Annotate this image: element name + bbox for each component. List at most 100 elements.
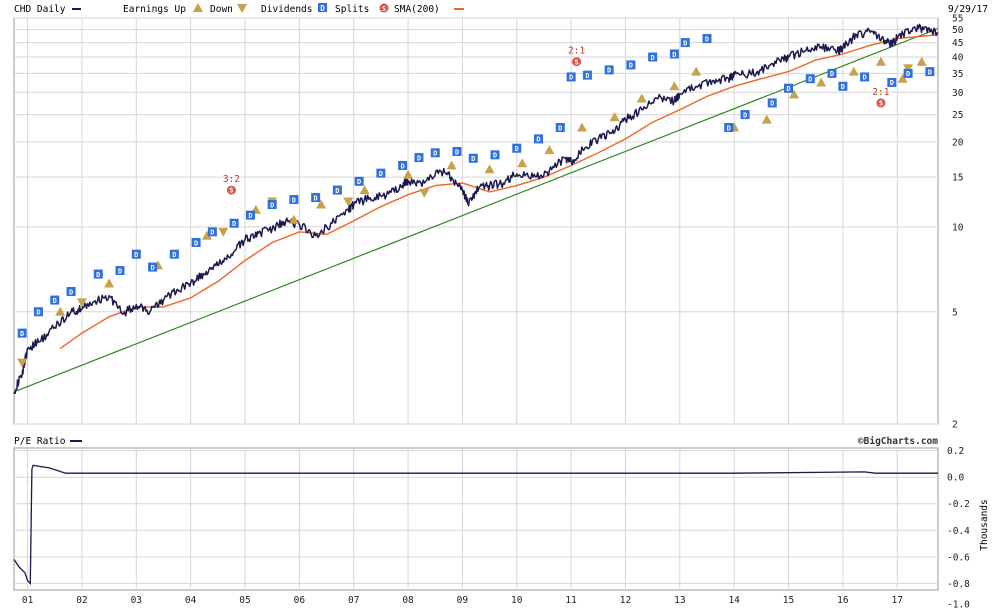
dividend-marker-glyph: D — [36, 309, 40, 317]
dividend-marker — [267, 200, 277, 210]
dividend-marker-glyph: D — [433, 150, 437, 158]
x-tick-label: 17 — [892, 595, 903, 606]
earnings-up-marker — [484, 164, 495, 174]
dividend-marker — [430, 148, 440, 158]
earnings-up-label: Earnings Up — [123, 4, 186, 15]
price-y-tick-label: 5 — [952, 307, 958, 318]
earnings-down-icon — [237, 4, 247, 13]
earnings-up-marker — [761, 114, 772, 124]
x-axis: 01 02 03 04 05 06 07 08 09 10 11 12 13 14 15 16 17 — [22, 595, 903, 606]
dividend-marker — [245, 210, 255, 220]
earnings-up-marker — [316, 199, 327, 209]
dividend-marker — [702, 34, 712, 44]
earnings-up-icon — [193, 3, 203, 12]
earnings-up-marker — [104, 278, 115, 288]
earnings-up-marker — [55, 306, 66, 316]
pe-ratio-line — [13, 464, 938, 585]
pe-axis-unit: Thousands — [979, 499, 990, 550]
pe-y-tick-label: 0.0 — [947, 473, 964, 484]
dividend-marker-glyph: D — [808, 76, 812, 84]
sma-200-line — [59, 34, 939, 350]
dividend-marker — [604, 65, 614, 75]
dividend-marker-glyph: D — [379, 170, 383, 178]
split-ratio-label: 2:1 — [872, 87, 889, 98]
sma-label: SMA(200) — [394, 4, 440, 15]
dividend-marker-glyph: D — [928, 68, 932, 76]
dividend-marker — [534, 134, 544, 144]
dividend-marker-glyph: D — [705, 35, 709, 43]
dividend-marker — [50, 295, 60, 305]
dividend-marker-glyph: D — [314, 194, 318, 202]
dividend-marker-glyph: D — [96, 271, 100, 279]
earnings-down-marker — [903, 64, 914, 74]
earnings-down-marker — [218, 227, 229, 237]
dividend-marker-glyph: D — [683, 39, 687, 47]
earnings-down-label: Down — [210, 4, 233, 15]
dividend-marker-glyph: D — [890, 79, 894, 87]
pe-title: P/E Ratio — [14, 436, 66, 447]
dividend-marker — [148, 262, 158, 272]
pe-y-axis: 0.2 0.0 -0.2 -0.4 -0.6 -0.8 -1.0 — [947, 446, 970, 608]
dividends-label: Dividends — [261, 4, 312, 15]
price-y-tick-label: 25 — [952, 110, 963, 121]
price-y-tick-label: 2 — [952, 420, 958, 431]
price-y-tick-label: 30 — [952, 88, 964, 99]
dividend-marker — [115, 266, 125, 276]
dividend-marker-glyph: D — [770, 100, 774, 108]
split-ratio-label: 3:2 — [223, 174, 240, 185]
pe-y-tick-label: -0.2 — [947, 499, 970, 510]
dividend-marker — [669, 49, 679, 59]
dividend-marker — [229, 218, 239, 228]
dividend-marker — [860, 72, 870, 82]
earnings-up-marker — [916, 56, 927, 66]
dividend-marker-glyph: D — [585, 72, 589, 80]
dividend-marker-glyph: D — [401, 162, 405, 170]
earnings-up-marker — [544, 145, 555, 155]
legend: CHD Daily Earnings Up Down Dividends D S… — [14, 3, 988, 15]
dividend-marker — [827, 68, 837, 78]
dividend-marker-glyph: D — [906, 70, 910, 78]
dividend-marker — [452, 146, 462, 156]
x-tick-label: 02 — [76, 595, 87, 606]
dividend-marker — [490, 150, 500, 160]
split-marker — [572, 57, 582, 67]
price-line — [13, 23, 939, 395]
dividend-marker — [289, 195, 299, 205]
dividend-marker-glyph: D — [292, 196, 296, 204]
dividend-marker — [332, 185, 342, 195]
split-marker-glyph: S — [229, 187, 233, 195]
earnings-up-marker — [517, 158, 528, 168]
dividend-marker — [207, 227, 217, 237]
split-ratio-label: 2:1 — [568, 46, 585, 57]
earnings-up-marker — [816, 77, 827, 87]
x-tick-label: 01 — [22, 595, 34, 606]
price-marks: D D D D D D D D D D D D D D D D D D D D D D D D D D D D D D D D D D D D D D D D… — [13, 23, 939, 395]
symbol-label: CHD Daily — [14, 4, 66, 15]
dividend-marker-glyph: D — [651, 54, 655, 62]
dividend-marker-glyph: D — [270, 201, 274, 209]
x-tick-label: 03 — [131, 595, 142, 606]
x-tick-label: 08 — [402, 595, 414, 606]
dividend-marker — [648, 52, 658, 62]
earnings-up-marker — [788, 89, 799, 99]
split-marker — [226, 185, 236, 195]
pe-y-tick-label: 0.2 — [947, 446, 964, 457]
dividend-marker — [354, 176, 364, 186]
x-tick-label: 04 — [185, 595, 197, 606]
earnings-up-marker — [576, 122, 587, 132]
dividend-marker — [376, 168, 386, 178]
dividend-marker — [925, 67, 935, 77]
as-of-date: 9/29/17 — [948, 4, 988, 15]
dividend-icon-glyph: D — [320, 4, 325, 13]
dividend-marker-glyph: D — [210, 229, 214, 237]
dividend-icon — [318, 3, 327, 12]
split-marker-glyph: S — [574, 58, 578, 66]
dividend-marker — [582, 70, 592, 80]
earnings-up-marker — [403, 169, 414, 179]
pe-y-tick-label: -0.4 — [947, 526, 970, 537]
price-y-tick-label: 10 — [952, 222, 964, 233]
dividend-marker — [468, 153, 478, 163]
x-tick-label: 05 — [239, 595, 250, 606]
